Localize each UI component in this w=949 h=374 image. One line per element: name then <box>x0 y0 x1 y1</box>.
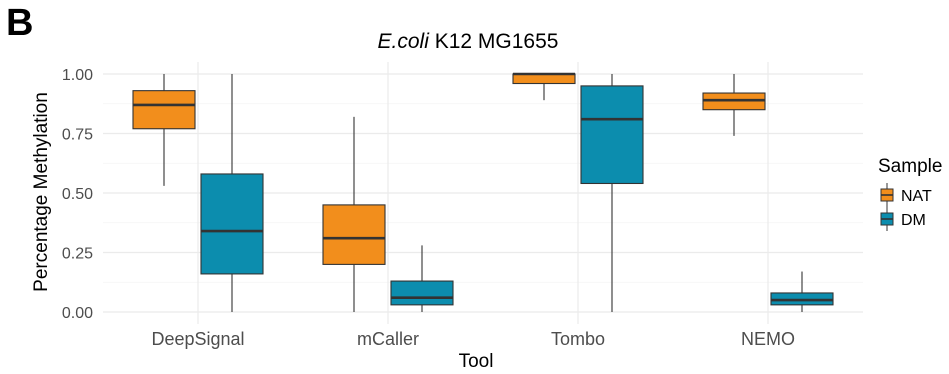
y-tick-label: 0.00 <box>62 305 93 322</box>
x-tick-label: DeepSignal <box>151 329 244 349</box>
legend-title: Sample <box>878 156 942 177</box>
box-iqr <box>512 73 576 85</box>
y-axis-ticks: 0.00 0.25 0.50 0.75 1.00 <box>62 67 93 322</box>
legend-label: NAT <box>901 188 932 205</box>
x-tick-label: mCaller <box>357 329 419 349</box>
box-iqr <box>132 90 196 130</box>
legend: Sample NAT DM <box>878 156 942 231</box>
box-dm-nemo <box>770 271 834 312</box>
y-tick-label: 0.25 <box>62 246 93 263</box>
panel-letter: B <box>6 2 34 44</box>
box-iqr <box>322 204 386 265</box>
box-nat-tombo <box>512 72 576 101</box>
chart-title-italic: E.coli <box>378 30 431 53</box>
y-tick-label: 0.50 <box>62 186 93 203</box>
legend-items: NAT DM <box>880 183 932 231</box>
y-tick-label: 0.75 <box>62 127 93 144</box>
x-axis-title: Tool <box>459 351 494 372</box>
legend-item-dm: DM <box>880 207 926 231</box>
box-iqr <box>580 85 644 185</box>
y-tick-label: 1.00 <box>62 67 93 84</box>
chart-title: E.coli K12 MG1655 <box>378 30 559 53</box>
x-tick-label: NEMO <box>741 329 795 349</box>
box-nat-nemo <box>702 74 766 136</box>
box-dm-mcaller <box>390 245 454 312</box>
box-iqr <box>390 280 454 306</box>
y-axis-title: Percentage Methylation <box>31 92 52 292</box>
x-axis-ticks: DeepSignal mCaller Tombo NEMO <box>151 329 795 349</box>
box-dm-deepsignal <box>200 74 264 312</box>
legend-item-nat: NAT <box>880 183 932 207</box>
x-tick-label: Tombo <box>551 329 605 349</box>
box-nat-deepsignal <box>132 74 196 186</box>
boxes-layer <box>132 72 834 312</box>
legend-label: DM <box>901 212 926 229</box>
box-dm-tombo <box>580 74 644 312</box>
chart-title-rest: K12 MG1655 <box>429 30 559 53</box>
box-iqr <box>200 173 264 275</box>
box-nat-mcaller <box>322 116 386 312</box>
